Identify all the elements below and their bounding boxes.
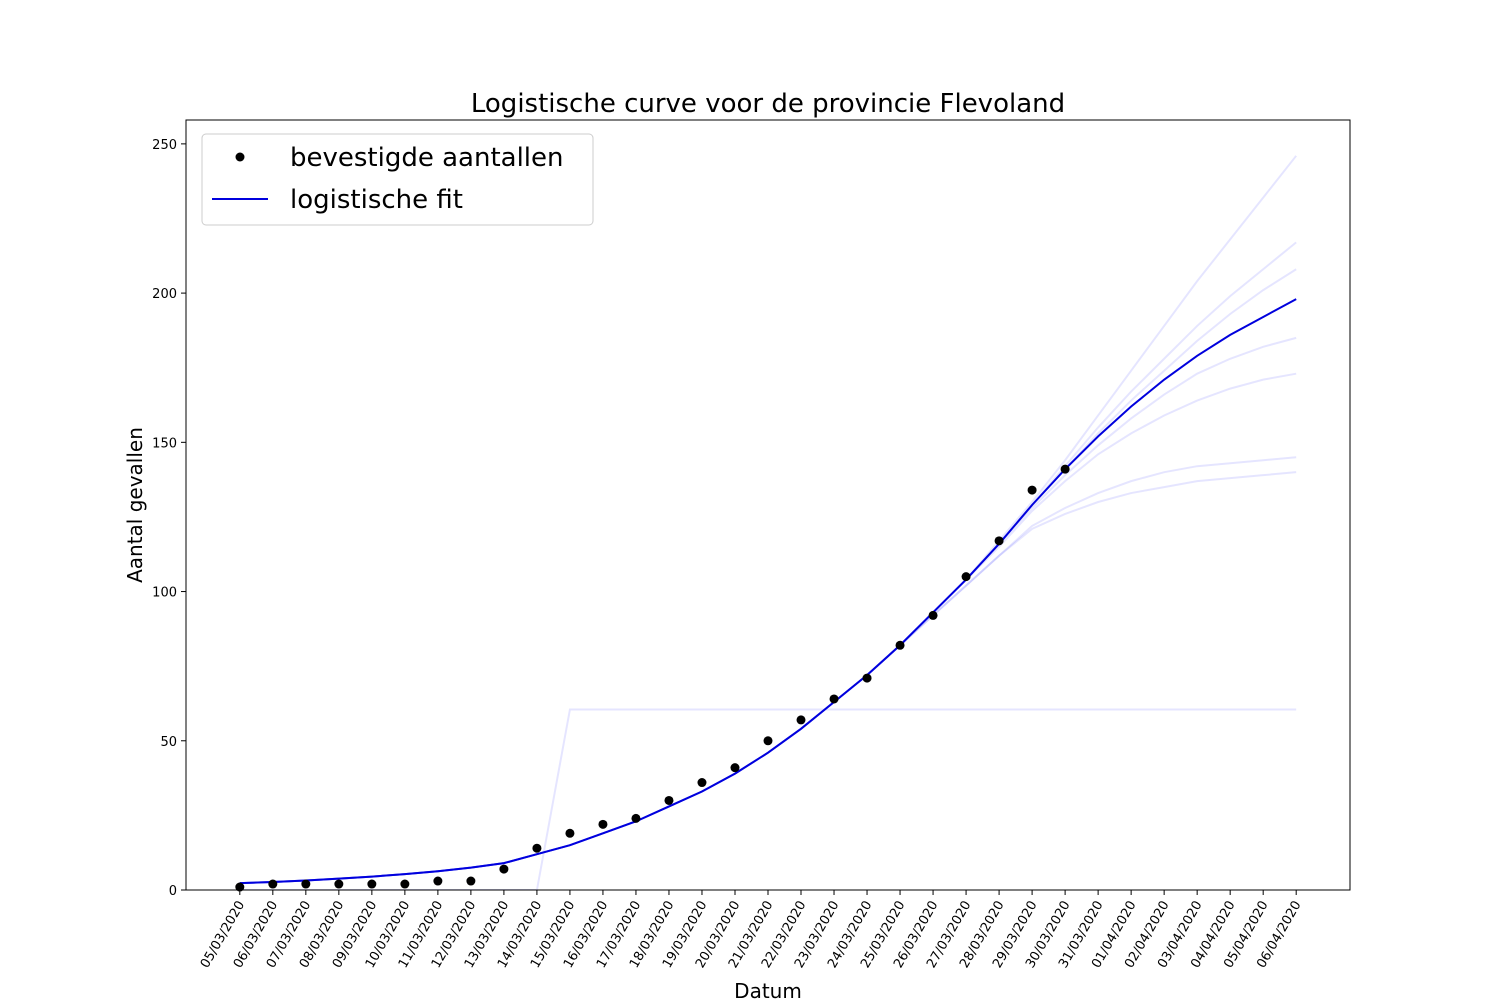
data-point bbox=[730, 763, 740, 773]
y-tick-label: 250 bbox=[152, 138, 177, 153]
y-tick-label: 50 bbox=[160, 735, 177, 750]
fit-line bbox=[239, 298, 1297, 885]
legend-box bbox=[201, 133, 594, 226]
x-axis-label: Datum bbox=[734, 979, 802, 1000]
data-point bbox=[433, 876, 443, 886]
data-point bbox=[301, 879, 311, 889]
y-tick-label: 150 bbox=[152, 436, 177, 451]
plot-frame bbox=[185, 119, 1351, 891]
legend-label: logistische fit bbox=[290, 185, 463, 215]
data-point bbox=[268, 879, 278, 889]
data-point bbox=[829, 694, 839, 704]
data-point bbox=[1060, 464, 1070, 474]
data-point bbox=[631, 813, 641, 823]
data-point bbox=[532, 843, 542, 853]
y-tick-label: 100 bbox=[152, 586, 177, 601]
y-tick-label: 200 bbox=[152, 287, 177, 302]
bootstrap-fit bbox=[239, 708, 1297, 890]
data-point bbox=[796, 715, 806, 725]
data-point bbox=[994, 536, 1004, 546]
data-point bbox=[664, 795, 674, 805]
data-point bbox=[862, 673, 872, 683]
data-point bbox=[961, 572, 971, 582]
data-point bbox=[598, 819, 608, 829]
legend-label: bevestigde aantallen bbox=[290, 143, 564, 173]
data-point bbox=[697, 778, 707, 788]
data-point bbox=[400, 879, 410, 889]
legend-marker bbox=[235, 152, 245, 162]
data-point bbox=[565, 828, 575, 838]
data-point bbox=[235, 882, 245, 892]
y-axis-label: Aantal gevallen bbox=[123, 427, 147, 583]
data-point bbox=[928, 610, 938, 620]
data-point bbox=[895, 640, 905, 650]
y-tick-label: 0 bbox=[169, 884, 177, 899]
data-point bbox=[499, 864, 509, 874]
data-point bbox=[763, 736, 773, 746]
data-point bbox=[367, 879, 377, 889]
chart-title: Logistische curve voor de provincie Flev… bbox=[471, 89, 1065, 119]
data-point bbox=[334, 879, 344, 889]
data-point bbox=[466, 876, 476, 886]
data-point bbox=[1027, 485, 1037, 495]
